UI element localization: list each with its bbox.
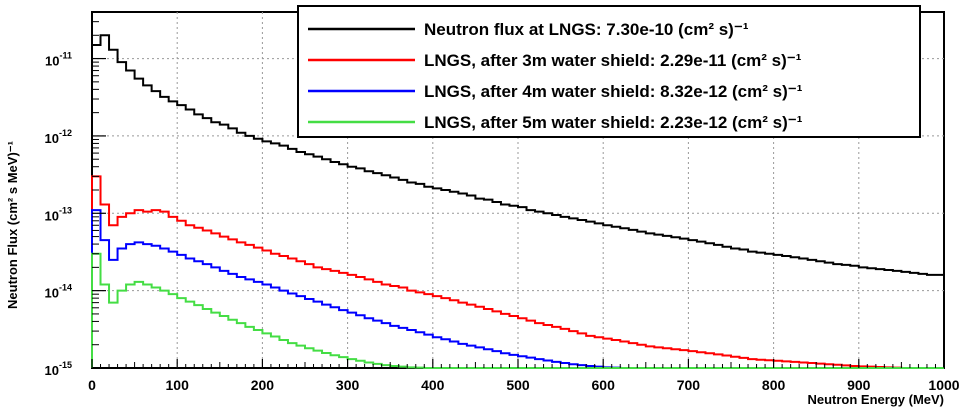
x-tick-label: 1000 — [928, 377, 959, 393]
x-tick-label: 700 — [677, 377, 701, 393]
x-axis-title: Neutron Energy (MeV) — [807, 392, 944, 407]
legend-label: LNGS, after 3m water shield: 2.29e-11 (c… — [424, 51, 802, 70]
x-tick-label: 0 — [88, 377, 96, 393]
x-tick-label: 900 — [847, 377, 871, 393]
y-axis: 10-11 10-12 10-13 10-14 10-15 — [45, 21, 106, 378]
grid — [92, 12, 944, 368]
x-tick-label: 200 — [251, 377, 275, 393]
x-axis: 0 100 200 300 400 500 600 700 800 900 1000 — [88, 359, 960, 393]
x-tick-label: 300 — [336, 377, 360, 393]
y-tick-label: 10-13 — [45, 205, 72, 223]
legend-label: LNGS, after 4m water shield: 8.32e-12 (c… — [424, 82, 803, 101]
legend-label: Neutron flux at LNGS: 7.30e-10 (cm² s)⁻¹ — [424, 20, 749, 39]
x-tick-label: 600 — [592, 377, 616, 393]
y-axis-title: Neutron Flux (cm² s MeV)⁻¹ — [5, 141, 20, 309]
y-tick-label: 10-15 — [45, 360, 72, 378]
y-tick-label: 10-11 — [45, 51, 72, 69]
x-tick-label: 100 — [166, 377, 190, 393]
y-tick-label: 10-12 — [45, 128, 72, 146]
x-tick-label: 800 — [762, 377, 786, 393]
x-tick-label: 400 — [421, 377, 445, 393]
x-tick-label: 500 — [506, 377, 530, 393]
series-line-2 — [91, 175, 944, 369]
y-tick-label: 10-14 — [45, 283, 72, 301]
legend-label: LNGS, after 5m water shield: 2.23e-12 (c… — [424, 113, 803, 132]
legend: Neutron flux at LNGS: 7.30e-10 (cm² s)⁻¹… — [297, 5, 921, 138]
series-line-1 — [91, 34, 944, 368]
